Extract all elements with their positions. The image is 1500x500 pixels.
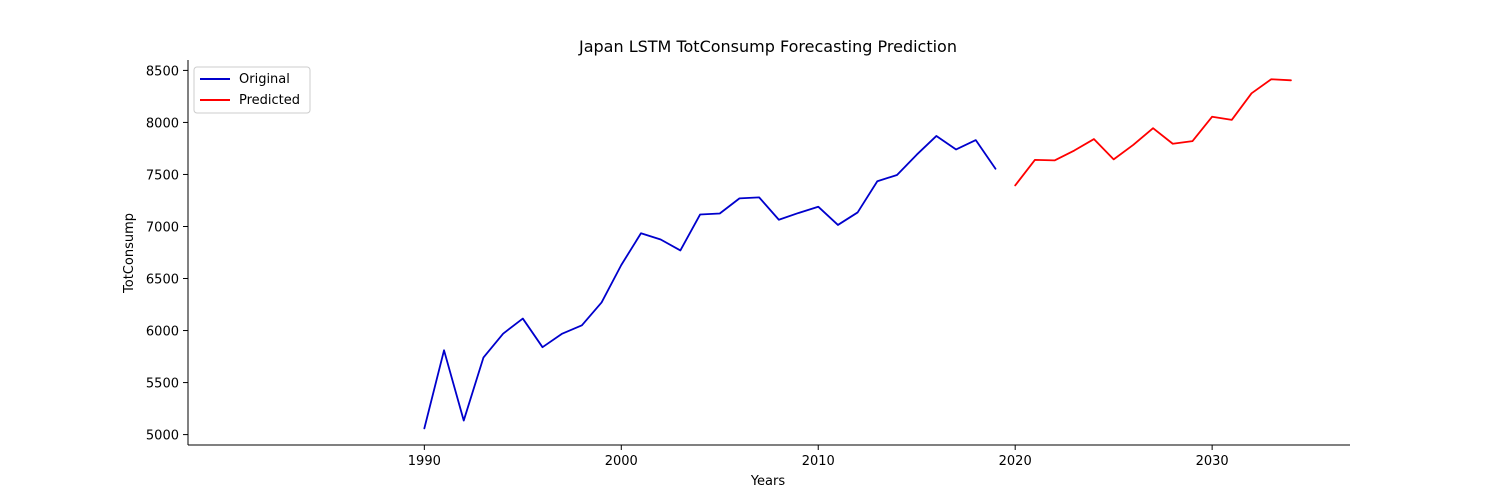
x-tick-label: 2030 — [1196, 454, 1229, 469]
series-line-predicted — [1014, 78, 1292, 187]
x-tick-label: 1990 — [408, 454, 441, 469]
y-tick-label: 7500 — [146, 168, 179, 183]
y-tick-label: 8500 — [146, 64, 179, 79]
y-tick-label: 8000 — [146, 116, 179, 131]
y-tick-label: 5000 — [146, 429, 179, 444]
x-tick-label: 2020 — [999, 454, 1032, 469]
x-axis-label: Years — [750, 474, 786, 489]
y-tick-label: 7000 — [146, 220, 179, 235]
chart-title: Japan LSTM TotConsump Forecasting Predic… — [578, 37, 957, 56]
x-tick-label: 2000 — [605, 454, 638, 469]
x-axis-ticks: 1990 2000 2010 2020 2030 — [408, 445, 1229, 469]
series-layer — [423, 78, 1292, 430]
legend-label-original: Original — [239, 72, 290, 87]
y-axis-ticks: 5000 5500 6000 6500 7000 7500 8000 8500 — [146, 64, 188, 444]
y-tick-label: 6000 — [146, 325, 179, 340]
series-line-original — [423, 135, 997, 430]
y-axis-label: TotConsump — [122, 213, 137, 294]
legend: Original Predicted — [193, 66, 311, 114]
x-tick-label: 2010 — [802, 454, 835, 469]
y-tick-label: 5500 — [146, 377, 179, 392]
legend-label-predicted: Predicted — [239, 93, 300, 108]
y-tick-label: 6500 — [146, 273, 179, 288]
